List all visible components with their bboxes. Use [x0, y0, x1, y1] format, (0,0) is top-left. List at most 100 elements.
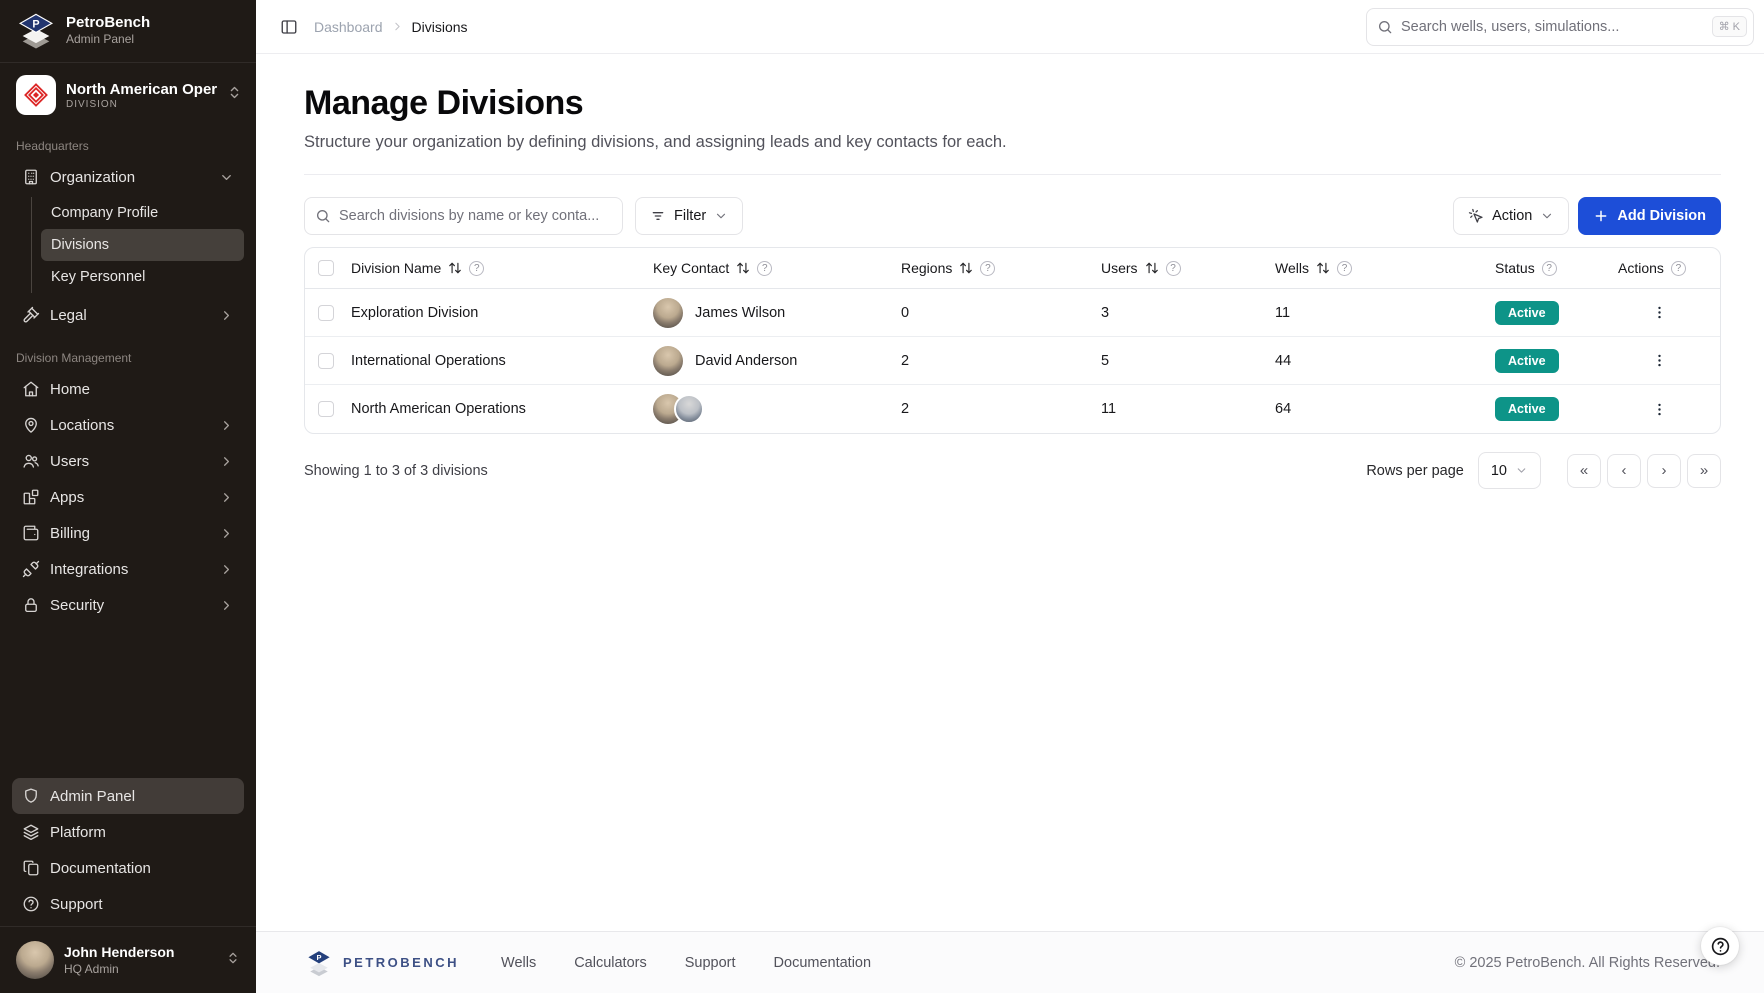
sidebar-item-integrations[interactable]: Integrations — [12, 551, 244, 587]
divisions-search-input[interactable] — [339, 208, 612, 224]
sidebar-item-platform[interactable]: Platform — [12, 814, 244, 850]
help-fab-button[interactable] — [1701, 927, 1739, 965]
sidebar-toggle-icon[interactable] — [280, 18, 298, 36]
add-division-button[interactable]: Add Division — [1578, 197, 1721, 235]
help-icon[interactable]: ? — [469, 260, 485, 276]
mouse-pointer-click-icon — [1468, 208, 1484, 224]
division-switcher-type: DIVISION — [66, 98, 118, 110]
sidebar-item-label: Organization — [50, 168, 136, 186]
global-search-input[interactable] — [1401, 18, 1704, 35]
sidebar-item-legal[interactable]: Legal — [12, 297, 244, 333]
row-checkbox[interactable] — [318, 304, 334, 321]
footer-brand-name: PETROBENCH — [343, 955, 460, 970]
content-divider — [304, 174, 1721, 175]
help-circle-icon — [22, 895, 40, 913]
help-icon[interactable]: ? — [1670, 260, 1686, 276]
sort-icon[interactable] — [448, 261, 462, 275]
user-menu[interactable]: John Henderson HQ Admin — [0, 926, 256, 993]
select-all-checkbox[interactable] — [318, 260, 334, 276]
status-badge: Active — [1495, 397, 1559, 421]
footer-link-documentation[interactable]: Documentation — [773, 954, 872, 971]
action-button[interactable]: Action — [1453, 197, 1570, 235]
footer-link-calculators[interactable]: Calculators — [574, 954, 647, 971]
sort-icon[interactable] — [959, 261, 973, 275]
filter-button[interactable]: Filter — [635, 197, 744, 235]
sidebar-nav: Headquarters Organization Company Profil… — [0, 125, 256, 926]
wallet-icon — [22, 524, 40, 542]
wells-cell: 11 — [1275, 304, 1291, 321]
sidebar-subitem-company-profile[interactable]: Company Profile — [41, 197, 244, 229]
page-footer: P PETROBENCH Wells Calculators Support D… — [256, 931, 1764, 993]
sidebar-item-billing[interactable]: Billing — [12, 515, 244, 551]
copy-docs-icon — [22, 859, 40, 877]
divisions-search[interactable] — [304, 197, 623, 235]
footer-link-support[interactable]: Support — [684, 954, 736, 971]
sort-icon[interactable] — [736, 261, 750, 275]
plug-integration-icon — [22, 560, 40, 578]
sort-icon[interactable] — [1145, 261, 1159, 275]
organization-submenu: Company Profile Divisions Key Personnel — [31, 197, 244, 293]
sidebar-item-home[interactable]: Home — [12, 371, 244, 407]
sidebar-item-support[interactable]: Support — [12, 886, 244, 922]
pagination-summary: Showing 1 to 3 of 3 divisions — [304, 462, 488, 479]
sidebar-subitem-divisions[interactable]: Divisions — [41, 229, 244, 261]
user-role: HQ Admin — [64, 961, 119, 976]
table-row[interactable]: North American Operations 2 11 64 Active — [305, 385, 1720, 433]
filter-lines-icon — [650, 208, 666, 224]
users-cell: 3 — [1101, 304, 1110, 321]
sidebar-item-label: Users — [50, 452, 90, 470]
chevron-down-icon — [714, 209, 728, 223]
row-actions-menu-icon[interactable] — [1644, 298, 1674, 328]
column-header-wells: Wells — [1275, 260, 1309, 276]
row-actions-menu-icon[interactable] — [1644, 346, 1674, 376]
next-page-button[interactable]: › — [1647, 453, 1681, 488]
main-area: Dashboard Divisions ⌘ K Manage Divisions… — [256, 0, 1764, 993]
sidebar-item-admin-panel[interactable]: Admin Panel — [12, 778, 244, 814]
table-row[interactable]: Exploration Division James Wilson 0 3 11… — [305, 289, 1720, 337]
sidebar-subitem-key-personnel[interactable]: Key Personnel — [41, 261, 244, 293]
division-name-cell: Exploration Division — [351, 304, 479, 321]
contact-avatar — [653, 345, 683, 376]
subitem-label: Key Personnel — [51, 269, 146, 285]
row-checkbox[interactable] — [318, 352, 334, 369]
help-icon[interactable]: ? — [980, 260, 996, 276]
chevron-right-icon — [219, 598, 234, 613]
sort-icon[interactable] — [1316, 261, 1330, 275]
sidebar-item-organization[interactable]: Organization — [12, 159, 244, 195]
table-row[interactable]: International Operations David Anderson … — [305, 337, 1720, 385]
row-actions-menu-icon[interactable] — [1644, 394, 1674, 424]
home-icon — [22, 380, 40, 398]
footer-links: Wells Calculators Support Documentation — [501, 955, 871, 971]
help-icon[interactable]: ? — [1541, 260, 1557, 276]
chevron-down-icon — [219, 170, 234, 185]
sidebar-item-label: Apps — [50, 488, 85, 506]
last-page-button[interactable]: » — [1687, 453, 1721, 488]
breadcrumb-dashboard[interactable]: Dashboard — [314, 18, 383, 35]
help-icon[interactable]: ? — [757, 260, 773, 276]
chevron-right-icon — [219, 490, 234, 505]
sidebar-item-locations[interactable]: Locations — [12, 407, 244, 443]
rows-per-page-select[interactable]: 10 — [1477, 452, 1541, 489]
chevron-right-icon — [219, 526, 234, 541]
action-label: Action — [1492, 208, 1533, 224]
division-switcher[interactable]: North American Opera DIVISION — [0, 63, 256, 125]
sidebar-item-security[interactable]: Security — [12, 587, 244, 623]
help-icon[interactable]: ? — [1165, 260, 1181, 276]
global-search[interactable]: ⌘ K — [1366, 7, 1754, 46]
previous-page-button[interactable]: ‹ — [1607, 453, 1641, 488]
section-label-division-management: Division Management — [16, 351, 132, 365]
help-icon[interactable]: ? — [1336, 260, 1352, 276]
sidebar-item-label: Integrations — [50, 560, 129, 578]
regions-cell: 0 — [901, 304, 910, 321]
footer-link-wells[interactable]: Wells — [501, 954, 537, 971]
chevron-down-icon — [1515, 464, 1528, 477]
row-checkbox[interactable] — [318, 401, 334, 417]
section-label-headquarters: Headquarters — [16, 139, 89, 153]
first-page-button[interactable]: « — [1567, 453, 1601, 488]
sidebar-item-documentation[interactable]: Documentation — [12, 850, 244, 886]
sidebar-item-apps[interactable]: Apps — [12, 479, 244, 515]
sidebar-item-users[interactable]: Users — [12, 443, 244, 479]
contact-name: James Wilson — [695, 304, 786, 321]
sidebar-item-label: Legal — [50, 306, 87, 324]
